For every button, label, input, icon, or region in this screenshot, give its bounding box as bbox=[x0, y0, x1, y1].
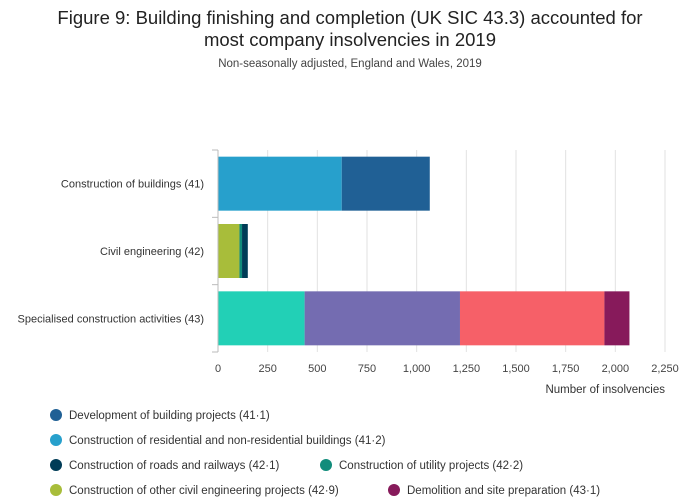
bar-segment bbox=[218, 156, 342, 211]
x-tick-label: 750 bbox=[358, 363, 376, 375]
legend-label: Construction of utility projects (42·2) bbox=[339, 460, 524, 472]
bar-segment bbox=[239, 224, 243, 278]
legend-item: Construction of roads and railways (42·1… bbox=[50, 459, 279, 472]
legend-label: Construction of roads and railways (42·1… bbox=[69, 460, 280, 472]
x-tick-label: 1,750 bbox=[552, 363, 580, 375]
bar-segment bbox=[604, 291, 630, 346]
legend-label: Demolition and site preparation (43·1) bbox=[407, 485, 601, 497]
legend-item: Construction of utility projects (42·2) bbox=[320, 459, 523, 472]
bar-segment bbox=[341, 156, 430, 211]
chart-title: Figure 9: Building finishing and complet… bbox=[0, 7, 700, 51]
legend-item: Demolition and site preparation (43·1) bbox=[388, 484, 600, 497]
bar-segment bbox=[218, 224, 240, 278]
legend-swatch bbox=[50, 484, 62, 496]
legend-swatch bbox=[50, 434, 62, 446]
legend-swatch bbox=[388, 484, 400, 496]
x-tick-label: 1,500 bbox=[502, 363, 530, 375]
x-axis-label: Number of insolvencies bbox=[545, 384, 665, 396]
chart-title-line-1: Figure 9: Building finishing and complet… bbox=[57, 7, 643, 28]
x-tick-label: 2,250 bbox=[651, 363, 679, 375]
legend-swatch bbox=[320, 459, 332, 471]
x-tick-label: 500 bbox=[308, 363, 326, 375]
legend-item: Construction of other civil engineering … bbox=[50, 484, 339, 497]
y-tick-label: Specialised construction activities (43) bbox=[18, 313, 204, 325]
y-tick-label: Civil engineering (42) bbox=[100, 246, 204, 258]
x-tick-label: 250 bbox=[258, 363, 276, 375]
chart-title-line-2: most company insolvencies in 2019 bbox=[203, 29, 497, 50]
x-tick-label: 2,000 bbox=[602, 363, 630, 375]
bar-segment bbox=[459, 291, 605, 346]
legend-item: Development of building projects (41·1) bbox=[50, 409, 270, 422]
legend-swatch bbox=[50, 459, 62, 471]
x-tick-label: 0 bbox=[215, 363, 221, 375]
chart-subtitle: Non-seasonally adjusted, England and Wal… bbox=[218, 58, 482, 70]
legend-label: Development of building projects (41·1) bbox=[69, 410, 270, 422]
stacked-bar-chart: Construction of buildings (41) Civil engi… bbox=[18, 149, 679, 396]
x-tick-label: 1,250 bbox=[453, 363, 481, 375]
legend-label: Construction of residential and non-resi… bbox=[69, 435, 386, 447]
bar-segment bbox=[218, 291, 305, 346]
legend-swatch bbox=[50, 409, 62, 421]
legend-item: Construction of residential and non-resi… bbox=[50, 434, 385, 447]
y-tick-label: Construction of buildings (41) bbox=[61, 179, 204, 191]
bar-segment bbox=[242, 224, 248, 278]
legend-label: Construction of other civil engineering … bbox=[69, 485, 339, 497]
x-tick-label: 1,000 bbox=[403, 363, 431, 375]
bar-segment bbox=[304, 291, 460, 346]
